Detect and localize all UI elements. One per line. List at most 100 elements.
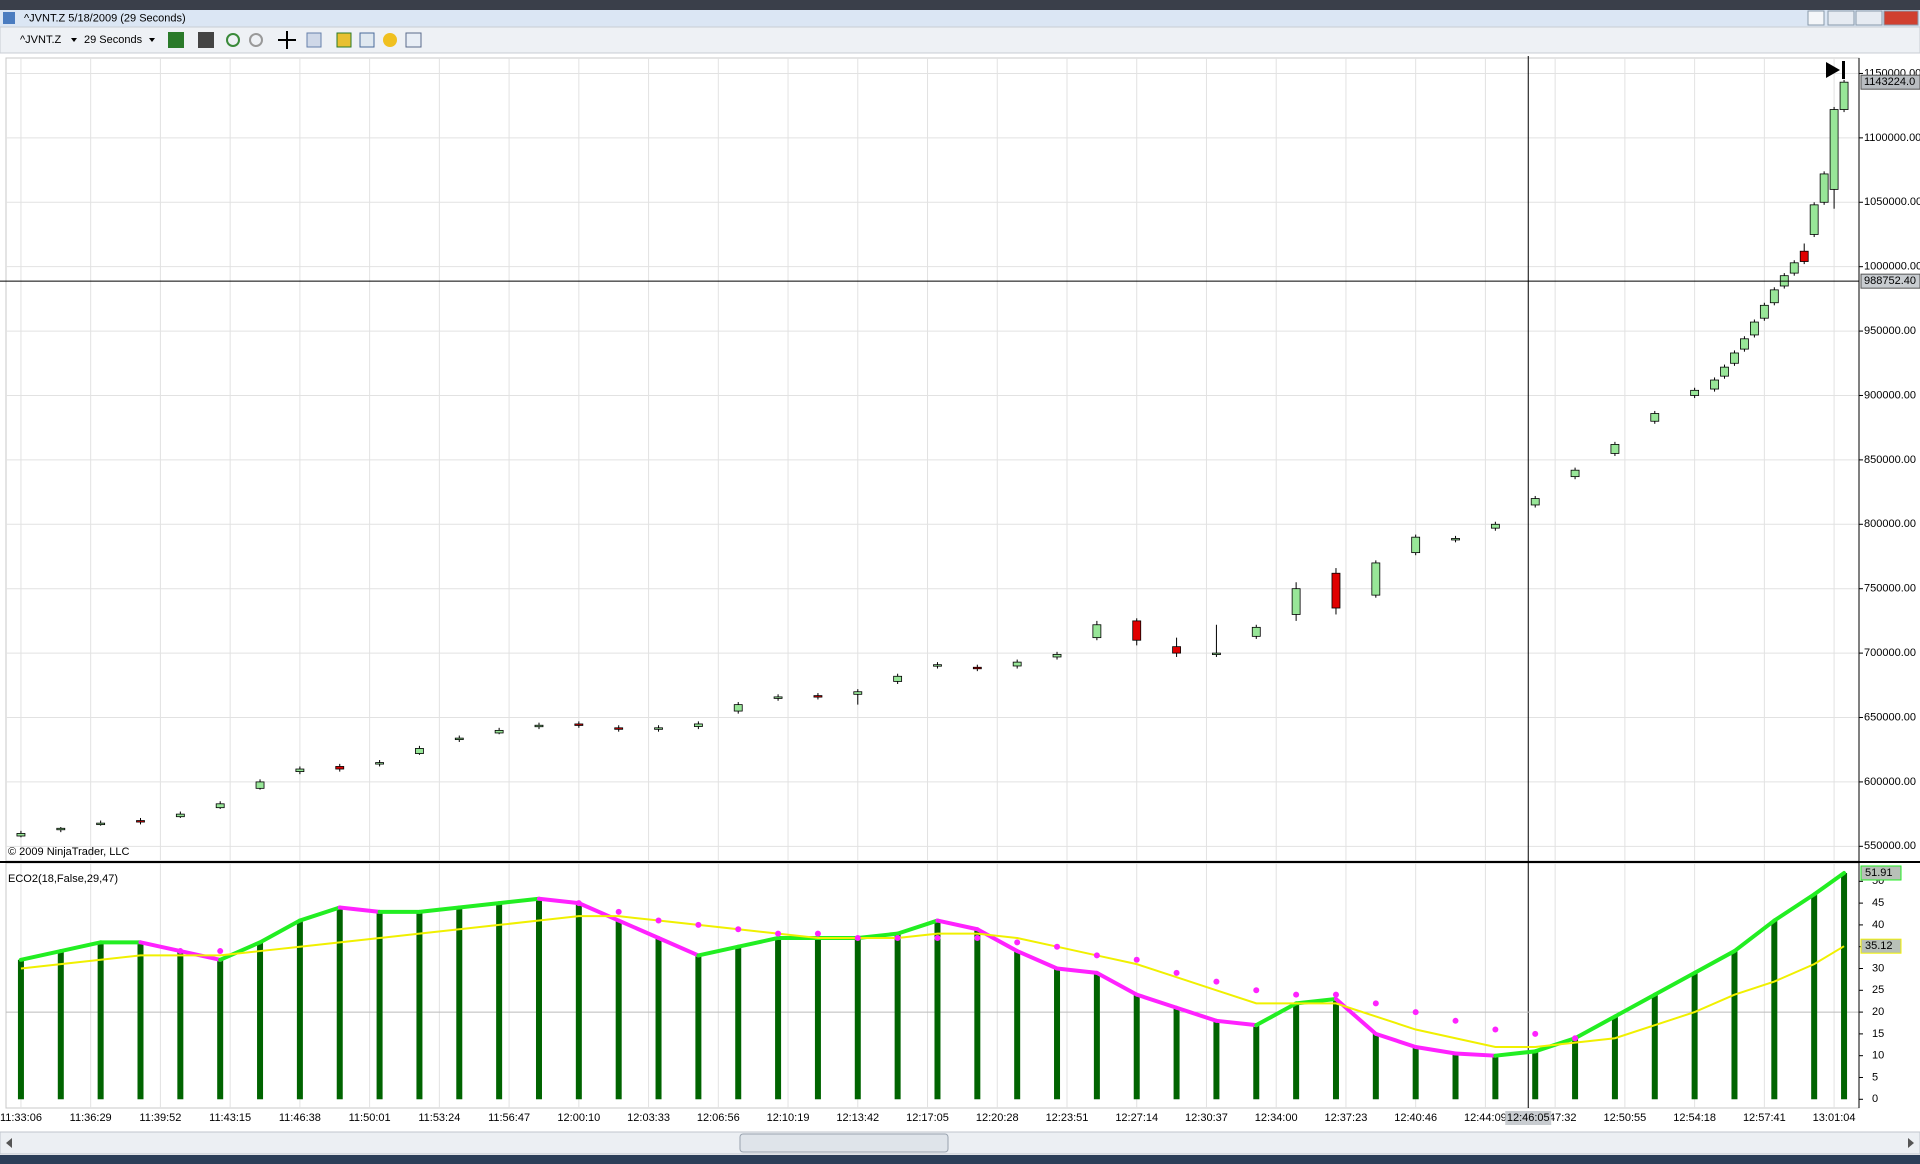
zoom-out-button[interactable] [249,33,263,47]
indicator-button[interactable] [359,32,375,48]
candle-body [16,833,26,837]
candle-body [1012,661,1022,667]
candle-body [534,724,544,728]
properties-button[interactable] [306,32,322,48]
histogram-bar [57,951,64,1100]
indicator-line-segment [18,949,63,962]
candle-body [574,723,584,726]
histogram-bar [1771,920,1778,1100]
candle-body [1451,538,1460,541]
y-tick-label: 30 [1872,962,1884,974]
x-tick-label: 12:50:55 [1603,1112,1646,1124]
candle-body [1092,624,1102,639]
close-button[interactable] [1883,10,1919,26]
candle-body [813,695,823,698]
indicator-title: ECO2(18,False,29,47) [8,873,118,885]
app-icon [3,12,15,24]
candle-body [933,664,942,667]
candle-body [96,822,106,826]
y-tick-label: 0 [1872,1093,1878,1105]
indicator-line-segment [297,905,342,923]
histogram-bar [575,903,582,1100]
dot [814,930,821,937]
x-tick-label: 12:00:10 [557,1112,600,1124]
link-button[interactable] [1807,10,1825,26]
candle-body [614,727,624,730]
x-tick-label: 12:23:51 [1046,1112,1089,1124]
candle-body [415,748,424,754]
x-tick-label: 12:17:05 [906,1112,949,1124]
chart-style-button[interactable] [168,32,184,48]
dot [1014,939,1021,946]
indicator-line-segment [218,940,263,962]
candle-body [375,762,384,765]
indicator-line-segment [1732,918,1777,954]
dot [217,948,224,955]
indicator-line-segment [736,935,781,949]
dot [934,934,941,941]
x-tick-label: 13:01:04 [1813,1112,1856,1124]
histogram-bar [416,911,423,1100]
histogram-bar [1213,1020,1220,1100]
template-button[interactable] [405,32,422,48]
candle-body [1132,620,1142,641]
candle-body [255,781,265,789]
candle-body [454,737,464,741]
dot [575,900,582,907]
x-tick-label: 11:50:01 [349,1112,391,1124]
instrument-selector[interactable]: ^JVNT.Z [20,34,61,46]
interval-selector[interactable]: 29 Seconds [84,34,143,46]
dot [854,934,861,941]
x-tick-label: 12:57:41 [1743,1112,1786,1124]
candle-body [654,727,663,730]
candle-body [1291,588,1301,615]
scrollbar[interactable] [0,1131,1920,1155]
y-tick-label: 700000.00 [1864,647,1916,659]
maximize-button[interactable] [1855,10,1883,26]
value-flag [1860,865,1902,881]
minimize-button[interactable] [1827,10,1855,26]
candle-body [56,827,66,831]
y-tick-label: 10 [1872,1050,1884,1062]
indicator-line-segment [138,940,183,954]
crosshair-button[interactable] [278,31,296,49]
taskbar [0,1155,1920,1164]
value-flag-label: 35.12 [1865,940,1893,952]
scroll-to-end-marker[interactable] [1826,61,1845,79]
y-tick-label: 800000.00 [1864,518,1916,530]
y-tick-label: 900000.00 [1864,389,1916,401]
scrollbar-thumb[interactable] [739,1133,949,1153]
x-tick-label: 12:30:37 [1185,1112,1228,1124]
dot [1492,1026,1499,1033]
candle-body [1749,321,1759,336]
indicator-panel [5,862,1860,1109]
data-box-button[interactable] [383,33,397,47]
y-tick-label: 20 [1872,1006,1884,1018]
crosshair-price-flag [1860,273,1920,289]
candle-body [175,813,185,818]
zoom-in-button[interactable] [226,33,240,47]
title-bar [0,10,1920,27]
histogram-bar [1412,1046,1419,1100]
x-tick-label: 12:44:09 [1464,1112,1507,1124]
candle-body [893,675,903,682]
indicator-line-segment [1134,992,1179,1010]
strategy-button[interactable] [336,32,352,48]
x-tick-label: 12:06:56 [697,1112,740,1124]
indicator-line-segment [1772,892,1817,923]
indicator-line-segment [1652,970,1697,997]
histogram-bar [1054,968,1061,1100]
histogram-bar [974,929,981,1100]
candle-body [1371,562,1381,596]
indicator-line-segment [1812,870,1847,897]
draw-tool-button[interactable] [198,32,214,48]
indicator-line-segment [1692,949,1737,975]
dot [1093,952,1100,959]
chart-layer: 11:33:06 11:36:29 11:39:52 11:43:15 11:46:38… [0,56,1920,1125]
y-tick-label: 40 [1872,919,1884,931]
x-tick-label: 12:40:46 [1394,1112,1437,1124]
candle-body [1411,536,1421,554]
indicator-line-segment [1493,1049,1538,1058]
dot [615,908,622,915]
